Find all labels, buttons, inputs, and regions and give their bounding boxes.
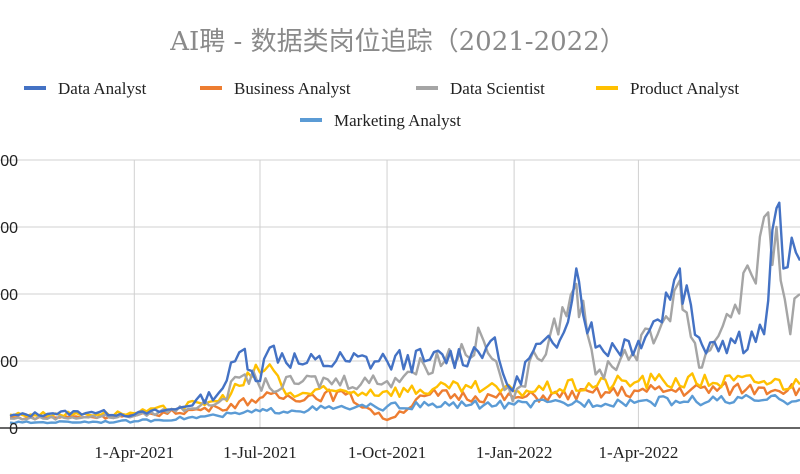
y-tick-label: 0 [9,421,18,438]
y-tick-label: 00 [0,354,18,371]
y-tick-label: 00 [0,153,18,170]
x-tick-label: 1-Apr-2021 [94,443,174,462]
series-line-data-scientist [9,211,800,421]
legend-item-data-scientist: Data Scientist [416,79,545,98]
legend-label: Marketing Analyst [334,111,461,130]
legend-item-data-analyst: Data Analyst [24,79,147,98]
series-lines [9,201,800,425]
series-line-data-analyst [9,201,800,418]
x-tick-label: 1-Jul-2021 [223,443,297,462]
x-tick-label: 1-Jan-2022 [476,443,552,462]
legend: Data Analyst Business Analyst Data Scienti… [24,79,739,130]
chart-title: AI聘 - 数据类岗位追踪（2021-2022） [169,27,625,57]
gridlines [0,159,800,428]
legend-item-marketing-analyst: Marketing Analyst [300,111,461,130]
y-tick-label: 00 [0,220,18,237]
x-tick-label: 1-Apr-2022 [598,443,678,462]
legend-label: Data Scientist [450,79,545,98]
legend-label: Product Analyst [630,79,739,98]
legend-label: Business Analyst [234,79,351,98]
series-line-marketing-analyst [9,393,800,425]
legend-item-business-analyst: Business Analyst [200,79,351,98]
legend-label: Data Analyst [58,79,147,98]
legend-item-product-analyst: Product Analyst [596,79,739,98]
y-tick-label: 00 [0,287,18,304]
x-tick-label: 1-Oct-2021 [348,443,426,462]
x-tick-labels: 1-Apr-2021 1-Jul-2021 1-Oct-2021 1-Jan-2022… [94,443,678,462]
